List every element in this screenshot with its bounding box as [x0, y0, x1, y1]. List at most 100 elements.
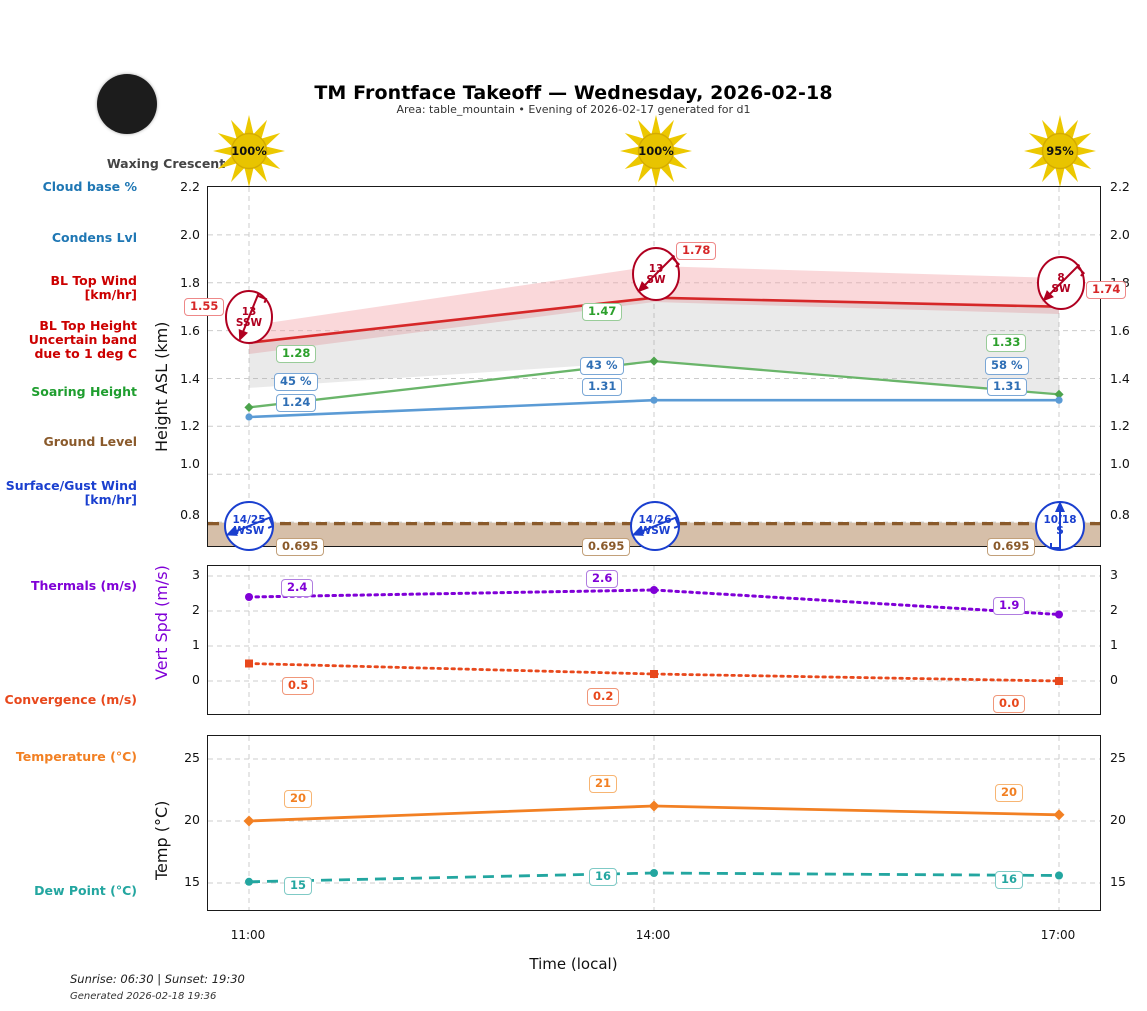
panel2-ytick-right-3: 3	[1110, 567, 1118, 582]
bl-top-wind-speed-1: 13	[241, 305, 257, 318]
condens-lvl-label-1: 1.24	[276, 394, 317, 412]
condens-lvl-markers	[245, 396, 1063, 421]
panel1-ytick-1.6: 1.6	[180, 323, 200, 338]
legend-ground-level: Ground Level	[43, 434, 137, 449]
bl-top-wind-marker-3: 8 SW	[1036, 256, 1086, 311]
generated-footer: Generated 2026-02-18 19:36	[70, 991, 217, 1002]
moon-phase-label: Waxing Crescent	[106, 156, 226, 171]
surface-wind-dir-3: S	[1056, 525, 1064, 537]
bl-top-wind-dir-1: SSW	[235, 316, 263, 329]
bl-top-wind-speed-3: 8	[1057, 271, 1065, 284]
panel1-ytick-right-1.0: 1.0	[1110, 456, 1130, 471]
xtick-14-00: 14:00	[635, 928, 671, 942]
cloud-base-pct-label-2: 43 %	[580, 357, 624, 375]
ground-level-label-2: 0.695	[582, 538, 631, 556]
panel1-ytick-0.8: 0.8	[180, 507, 200, 522]
surface-wind-marker-3: 10/18 S	[1034, 500, 1086, 552]
panel1-ytick-2.2: 2.2	[180, 179, 200, 194]
panel3-ytick-right-25: 25	[1110, 750, 1126, 765]
temperature-label-1: 20	[284, 790, 313, 808]
panel1-ytick-right-1.2: 1.2	[1110, 418, 1130, 433]
page-subtitle: Area: table_mountain • Evening of 2026-0…	[396, 103, 751, 116]
legend-soaring-height: Soaring Height	[31, 384, 137, 399]
legend-bl-top-height-line1: BL Top Height	[39, 318, 137, 333]
bl-top-wind-text-1: 13 SSW	[224, 290, 274, 345]
sun-percent-label-2: 100%	[638, 144, 674, 158]
sun-icon-3: 95%	[1023, 114, 1097, 188]
legend-bl-top-height: BL Top Height Uncertain band due to 1 de…	[0, 319, 137, 361]
convergence-label-2: 0.2	[587, 688, 620, 706]
panel3-ytick-right-15: 15	[1110, 874, 1126, 889]
surface-wind-speed-2: 14/26	[638, 514, 672, 526]
panel2-ytick-right-2: 2	[1110, 602, 1118, 617]
temperature-markers	[243, 800, 1065, 827]
bl-top-height-label-1: 1.55	[184, 298, 225, 316]
bl-top-wind-dir-2: SW	[646, 273, 666, 286]
surface-wind-dir-1: WSW	[233, 525, 265, 537]
moon-phase-widget: Waxing Crescent	[96, 74, 225, 171]
surface-wind-marker-2: 14/26 WSW	[629, 500, 681, 552]
convergence-markers	[245, 659, 1063, 685]
xtick-11-00: 11:00	[230, 928, 266, 942]
legend-temperature: Temperature (°C)	[15, 749, 137, 764]
dew-point-label-3: 16	[995, 871, 1024, 889]
legend-bl-top-height-line2: Uncertain band	[28, 332, 137, 347]
panel3-ytick-right-20: 20	[1110, 812, 1126, 827]
thermals-label-3: 1.9	[993, 597, 1026, 615]
sun-icon-1: 100%	[212, 114, 286, 188]
panel2-ytick-2: 2	[192, 602, 200, 617]
panel1-ytick-2.0: 2.0	[180, 227, 200, 242]
sun-icon-2: 100%	[619, 114, 693, 188]
dew-point-markers	[245, 869, 1063, 886]
ground-level-label-1: 0.695	[276, 538, 325, 556]
legend-dew-point: Dew Point (°C)	[34, 883, 137, 898]
panel1-ytick-1.0: 1.0	[180, 456, 200, 471]
thermals-label-2: 2.6	[586, 570, 619, 588]
panel1-ytick-1.4: 1.4	[180, 371, 200, 386]
legend-convergence: Convergence (m/s)	[4, 692, 137, 707]
bl-top-uncertain-band	[249, 266, 1059, 354]
legend-cloud-base-pct: Cloud base %	[42, 179, 137, 194]
legend-bl-top-wind-line1: BL Top Wind	[50, 273, 137, 288]
surface-wind-speed-3: 10/18	[1043, 514, 1077, 526]
panel1-ytick-right-2.0: 2.0	[1110, 227, 1130, 242]
panel2-ytick-right-0: 0	[1110, 672, 1118, 687]
panel3-ytick-20: 20	[184, 812, 200, 827]
temp-chart	[207, 735, 1101, 911]
legend-bl-top-wind: BL Top Wind [km/hr]	[0, 274, 137, 302]
vert-spd-chart	[207, 565, 1101, 715]
bl-top-wind-marker-1: 13 SSW	[224, 290, 274, 345]
surface-wind-speed-1: 14/25	[232, 514, 266, 526]
panel3-ytick-15: 15	[184, 874, 200, 889]
panel1-ytick-1.8: 1.8	[180, 275, 200, 290]
cloud-base-pct-label-1: 45 %	[274, 373, 318, 391]
surface-wind-marker-1: 14/25 WSW	[223, 500, 275, 552]
legend-bl-top-height-line3: due to 1 deg C	[34, 346, 137, 361]
panel1-ytick-right-2.2: 2.2	[1110, 179, 1130, 194]
dew-point-label-2: 16	[589, 868, 618, 886]
bl-top-wind-text-2: 13 SW	[631, 247, 681, 302]
soaring-height-label-2: 1.47	[582, 303, 623, 321]
sun-percent-label-1: 100%	[231, 144, 267, 158]
panel2-ytick-3: 3	[192, 567, 200, 582]
thermals-label-1: 2.4	[281, 579, 314, 597]
bl-top-wind-dir-3: SW	[1051, 282, 1071, 295]
temperature-label-3: 20	[995, 784, 1024, 802]
panel1-ytick-right-1.6: 1.6	[1110, 323, 1130, 338]
ground-level-label-3: 0.695	[987, 538, 1036, 556]
bl-top-height-label-2: 1.78	[676, 242, 717, 260]
panel1-ytick-right-1.4: 1.4	[1110, 371, 1130, 386]
convergence-label-1: 0.5	[282, 677, 315, 695]
vert-spd-plot	[208, 566, 1100, 714]
panel2-ytick-0: 0	[192, 672, 200, 687]
panel1-ytick-1.2: 1.2	[180, 418, 200, 433]
legend-surface-gust-wind: Surface/Gust Wind [km/hr]	[0, 479, 137, 507]
x-axis-title: Time (local)	[529, 955, 618, 973]
dew-point-label-1: 15	[284, 877, 313, 895]
page-title: TM Frontface Takeoff — Wednesday, 2026-0…	[314, 82, 833, 104]
panel1-ytick-right-0.8: 0.8	[1110, 507, 1130, 522]
condens-lvl-label-3: 1.31	[987, 378, 1028, 396]
height-asl-plot	[208, 187, 1100, 546]
surface-wind-text-1: 14/25 WSW	[223, 500, 275, 552]
bl-soaring-band	[249, 297, 1059, 395]
